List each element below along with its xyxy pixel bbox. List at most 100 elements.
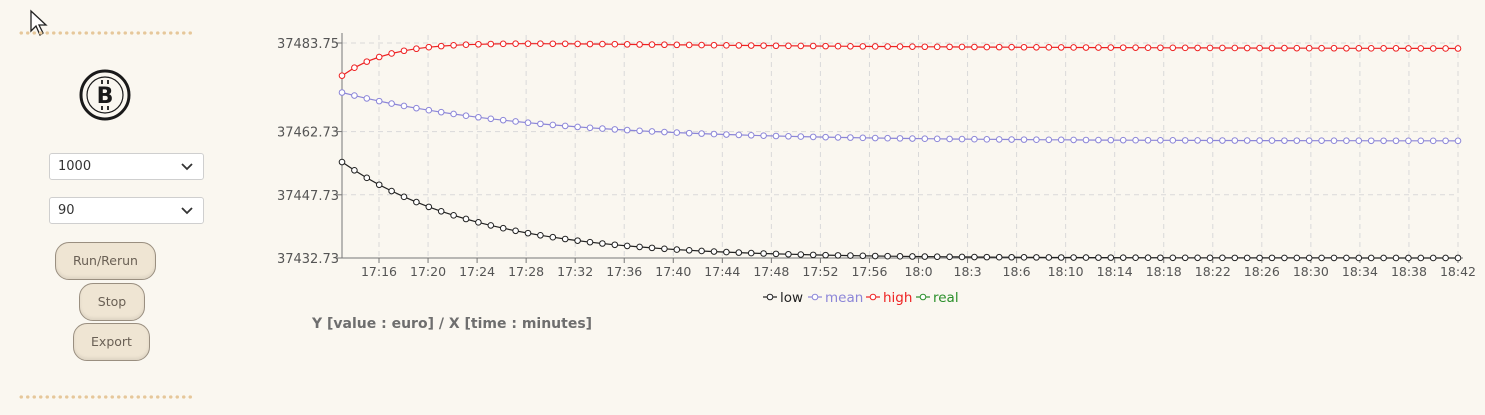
series-point-mean: [1194, 137, 1201, 144]
series-point-mean: [1243, 137, 1251, 144]
chevron-down-icon: [181, 207, 193, 215]
x-tick-label: 17:44: [704, 264, 740, 279]
series-point-high: [1392, 45, 1400, 52]
x-tick-label: 17:52: [802, 264, 838, 279]
series-point-high: [1169, 44, 1177, 52]
series-point-low: [586, 238, 594, 246]
dotted-divider-bottom: [18, 395, 193, 399]
x-tick-label: 18:6: [1003, 264, 1031, 279]
series-point-mean: [1268, 137, 1276, 144]
stop-button[interactable]: Stop: [79, 283, 145, 321]
series-point-mean: [735, 131, 743, 139]
series-point-mean: [400, 102, 408, 110]
series-point-mean: [921, 135, 929, 143]
amount-select[interactable]: 1000: [49, 153, 204, 180]
series-point-mean: [809, 133, 817, 141]
series-point-low: [1045, 254, 1053, 261]
series-point-high: [450, 41, 457, 49]
x-tick-label: 18:0: [904, 264, 932, 279]
legend-label-high: high: [883, 290, 912, 306]
series-point-high: [400, 47, 408, 55]
run-rerun-button[interactable]: Run/Rerun: [55, 242, 156, 280]
series-point-high: [1020, 43, 1028, 51]
series-point-mean: [1132, 136, 1139, 144]
x-tick-label: 17:16: [361, 264, 397, 279]
series-point-mean: [1405, 137, 1412, 145]
series-point-low: [363, 174, 371, 182]
series-point-high: [933, 43, 941, 51]
series-point-low: [1057, 254, 1065, 261]
y-tick-label: 37432.73: [277, 252, 339, 267]
export-button[interactable]: Export: [73, 323, 150, 361]
series-point-mean: [859, 134, 867, 142]
series-point-high: [524, 40, 532, 48]
series-point-high: [388, 50, 395, 57]
series-point-high: [834, 42, 842, 50]
series-point-low: [462, 215, 470, 223]
series-point-low: [1206, 254, 1214, 262]
series-point-high: [636, 41, 643, 48]
series-point-high: [1119, 44, 1127, 51]
series-point-high: [1256, 44, 1263, 52]
series-point-high: [1305, 44, 1313, 52]
series-point-low: [884, 252, 891, 260]
series-point-mean: [1355, 137, 1363, 145]
series-point-high: [1194, 44, 1201, 52]
series-point-mean: [661, 128, 668, 136]
series-point-high: [1132, 44, 1139, 51]
series-point-mean: [499, 116, 507, 124]
series-point-high: [586, 40, 594, 48]
series-point-low: [1082, 254, 1090, 261]
series-point-low: [1231, 254, 1239, 262]
series-point-high: [363, 58, 371, 65]
series-point-low: [1454, 254, 1462, 262]
series-point-high: [1268, 44, 1276, 52]
series-point-high: [847, 42, 854, 50]
series-point-low: [1020, 254, 1028, 261]
series-point-high: [797, 42, 805, 50]
x-tick-label: 17:36: [606, 264, 642, 279]
series-point-high: [1082, 44, 1090, 51]
series-point-high: [859, 43, 867, 50]
series-point-high: [375, 53, 383, 61]
series-point-high: [983, 43, 991, 51]
series-point-low: [983, 253, 991, 261]
series-point-low: [1107, 254, 1115, 261]
sidebar: B 1000 90 Run/Rerun Stop Export: [0, 0, 240, 415]
series-point-low: [1157, 254, 1164, 262]
series-point-low: [599, 240, 606, 247]
series-point-mean: [747, 131, 755, 139]
series-point-low: [1417, 254, 1425, 262]
bitcoin-logo-icon: B: [79, 69, 131, 121]
series-point-mean: [1231, 137, 1239, 144]
series-point-mean: [1219, 137, 1226, 144]
series-point-low: [574, 237, 581, 244]
series-point-mean: [685, 129, 693, 137]
series-point-high: [1293, 44, 1301, 52]
series-point-high: [822, 42, 829, 50]
series-point-low: [1169, 254, 1177, 262]
series-point-high: [1243, 44, 1251, 52]
series-point-low: [1429, 254, 1437, 262]
period-select[interactable]: 90: [49, 197, 204, 224]
series-point-mean: [1070, 136, 1077, 144]
axis-caption: Y [value : euro] / X [time : minutes]: [312, 316, 593, 332]
series-point-high: [1008, 43, 1015, 51]
series-point-mean: [884, 134, 891, 142]
series-point-mean: [388, 100, 395, 107]
x-tick-label: 18:34: [1342, 264, 1378, 279]
series-point-mean: [450, 110, 457, 118]
series-point-mean: [1305, 137, 1313, 144]
series-point-high: [747, 42, 755, 49]
legend-marker-low: [766, 293, 774, 301]
series-point-low: [636, 243, 643, 251]
series-point-low: [1268, 254, 1276, 262]
series-point-mean: [797, 133, 805, 140]
series-point-high: [561, 40, 569, 48]
series-point-mean: [1454, 137, 1462, 145]
series-point-low: [772, 250, 780, 258]
x-tick-label: 18:26: [1244, 264, 1280, 279]
series-point-mean: [574, 123, 581, 131]
series-point-mean: [1442, 137, 1449, 145]
